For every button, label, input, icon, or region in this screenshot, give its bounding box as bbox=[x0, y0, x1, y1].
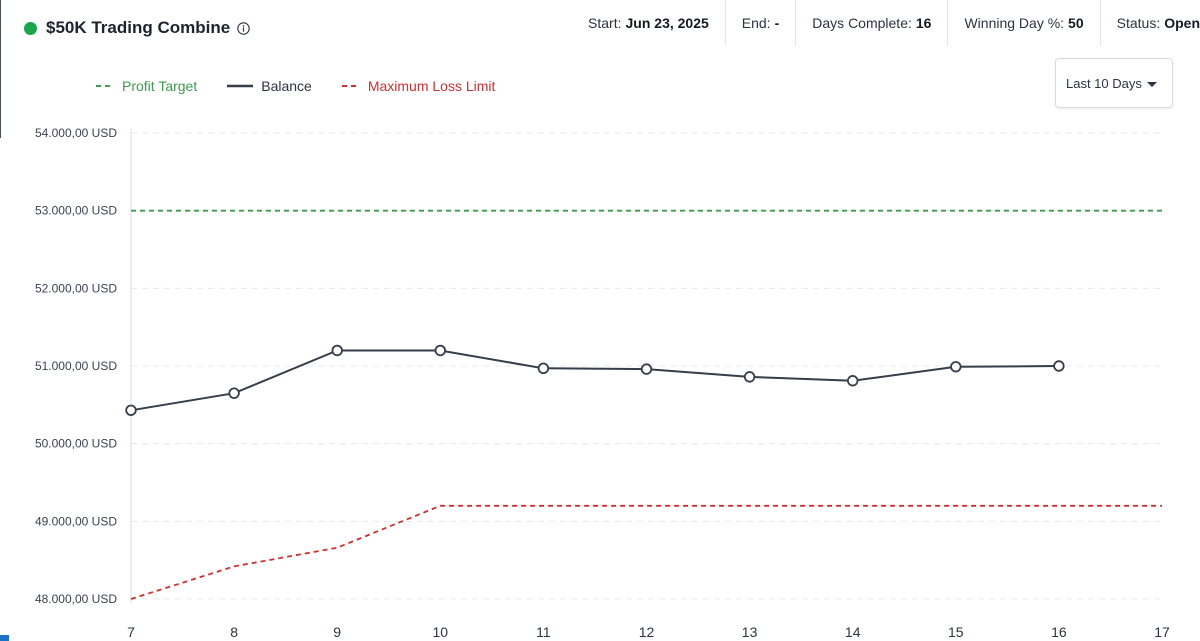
dashed-line-icon bbox=[341, 85, 360, 87]
legend-item-profit-target[interactable]: Profit Target bbox=[96, 78, 197, 94]
balance-point bbox=[847, 375, 859, 387]
status-dot-icon bbox=[24, 21, 37, 35]
balance-point bbox=[743, 371, 756, 383]
balance-point bbox=[125, 404, 137, 416]
balance-point bbox=[434, 344, 447, 357]
x-tick-label: 16 bbox=[1051, 624, 1067, 640]
x-tick-label: 11 bbox=[536, 624, 551, 640]
legend-item-balance[interactable]: Balance bbox=[227, 78, 312, 94]
chevron-down-icon bbox=[1147, 82, 1157, 87]
x-tick-label: 8 bbox=[230, 624, 238, 640]
dashed-line-icon bbox=[96, 85, 114, 87]
stat-label: End: bbox=[741, 15, 771, 31]
date-range-value: Last 10 Days bbox=[1066, 75, 1142, 91]
legend-label: Maximum Loss Limit bbox=[367, 78, 496, 94]
stat-label: Winning Day %: bbox=[964, 15, 1065, 31]
stat-status: Status: Open bbox=[1101, 0, 1200, 46]
stat-start: Start: Jun 23, 2025 bbox=[572, 0, 726, 46]
x-tick-label: 9 bbox=[333, 624, 341, 640]
info-icon[interactable] bbox=[237, 21, 250, 35]
stat-value: Open bbox=[1164, 15, 1200, 31]
x-tick-label: 17 bbox=[1154, 624, 1170, 640]
balance-point bbox=[537, 362, 550, 375]
x-tick-label: 15 bbox=[948, 624, 964, 640]
y-tick-label: 51.000,00 USD bbox=[35, 359, 117, 373]
x-tick-label: 12 bbox=[639, 624, 655, 640]
maximum-loss-limit-line bbox=[130, 504, 1162, 600]
stat-label: Start: bbox=[588, 15, 622, 31]
stat-value: 50 bbox=[1068, 15, 1084, 31]
stat-days-complete: Days Complete: 16 bbox=[796, 0, 949, 46]
stat-end: End: - bbox=[726, 0, 797, 46]
y-tick-label: 49.000,00 USD bbox=[35, 514, 117, 528]
stat-winning-day: Winning Day %: 50 bbox=[948, 0, 1101, 46]
y-tick-label: 50.000,00 USD bbox=[35, 437, 117, 451]
y-tick-label: 52.000,00 USD bbox=[35, 281, 117, 295]
stat-label: Status: bbox=[1116, 15, 1161, 31]
header: $50K Trading Combine Start: Jun 23, 2025… bbox=[0, 0, 1200, 56]
y-tick-label: 48.000,00 USD bbox=[35, 592, 117, 606]
balance-point bbox=[331, 344, 343, 357]
balance-line bbox=[130, 349, 1059, 412]
legend-item-max-loss[interactable]: Maximum Loss Limit bbox=[341, 78, 496, 94]
y-tick-label: 53.000,00 USD bbox=[35, 204, 117, 218]
legend-label: Balance bbox=[261, 78, 312, 94]
title-group: $50K Trading Combine bbox=[24, 16, 250, 40]
x-tick-label: 14 bbox=[845, 624, 861, 640]
balance-point bbox=[228, 387, 240, 399]
y-tick-label: 54.000,00 USD bbox=[35, 126, 117, 140]
x-tick-label: 13 bbox=[742, 624, 758, 640]
balance-point bbox=[1053, 360, 1065, 372]
stat-value: 16 bbox=[915, 15, 932, 31]
x-tick-label: 10 bbox=[433, 624, 449, 640]
stat-label: Days Complete: bbox=[812, 15, 912, 31]
date-range-select[interactable]: Last 10 Days bbox=[1055, 58, 1173, 108]
chart-legend: Profit Target Balance Maximum Loss Limit bbox=[96, 76, 525, 96]
stat-value: Jun 23, 2025 bbox=[625, 15, 709, 31]
stat-value: - bbox=[774, 15, 780, 31]
left-border bbox=[0, 0, 1, 138]
balance-point bbox=[640, 363, 653, 375]
x-tick-label: 7 bbox=[127, 624, 135, 640]
balance-point bbox=[950, 361, 962, 373]
solid-line-icon bbox=[227, 84, 254, 88]
legend-label: Profit Target bbox=[122, 78, 198, 94]
corner-marker bbox=[0, 635, 9, 641]
stats-bar: Start: Jun 23, 2025 End: - Days Complete… bbox=[572, 0, 1200, 46]
page-title: $50K Trading Combine bbox=[46, 18, 231, 37]
